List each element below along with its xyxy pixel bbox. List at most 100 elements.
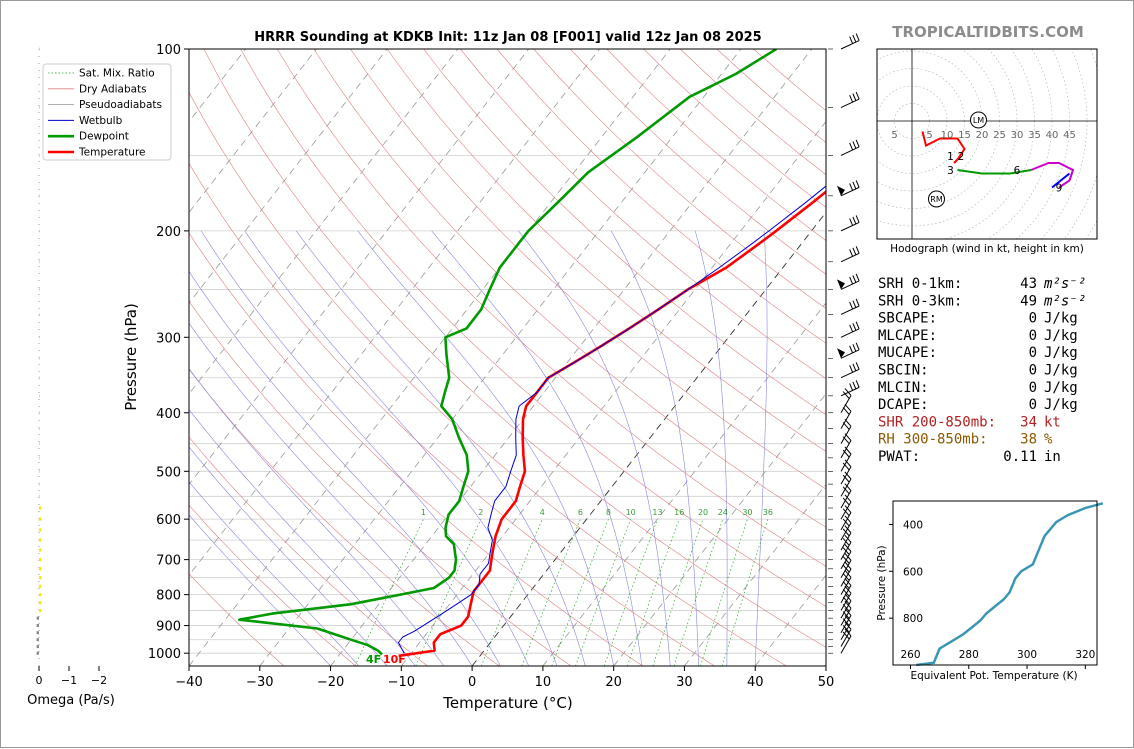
mixing-ratio-label: 8 [606, 508, 611, 517]
barb-feather [853, 94, 856, 101]
x-tick-label: 20 [605, 675, 622, 690]
wind-barb [828, 622, 851, 646]
legend-label: Pseudoadiabats [79, 99, 162, 111]
barb-feather [850, 346, 853, 353]
hodograph-ring-label: 10 [941, 130, 954, 141]
barb-staff [841, 306, 859, 314]
wind-barb [828, 322, 859, 337]
index-value: 49 [1020, 293, 1037, 309]
isotherm-line [118, 49, 599, 666]
wind-barb [828, 215, 859, 230]
wind-barb [828, 495, 851, 519]
isotherm-line [189, 49, 670, 666]
y-tick-label: 1000 [148, 647, 181, 662]
index-value: 0 [1029, 363, 1037, 379]
mixing-ratio-line [416, 519, 481, 666]
barb-staff [841, 441, 851, 458]
pseudoadiabat-line [119, 310, 415, 666]
index-unit: J/kg [1044, 363, 1078, 379]
barb-staff [841, 533, 851, 550]
hodograph-ring-label: 35 [1028, 130, 1041, 141]
barb-feather [856, 92, 859, 99]
surface-dewpoint-label: 4F [366, 653, 381, 666]
barb-feather [850, 218, 853, 225]
hodograph-ring-label: 5 [926, 130, 932, 141]
index-label: RH 300-850mb: [878, 432, 988, 448]
barb-feather [853, 344, 856, 351]
y-tick-label: 500 [156, 465, 181, 480]
hodograph-ring-label: 30 [1011, 130, 1024, 141]
hodograph-rm-label: RM [930, 195, 943, 204]
barb-feather [856, 299, 859, 306]
mixing-ratio-line [522, 519, 581, 666]
wind-barb [828, 362, 859, 377]
theta-e-y-tick-label: 400 [903, 519, 923, 531]
dry-adiabat-line [131, 49, 715, 666]
theta-e-x-tick-label: 280 [959, 649, 979, 661]
theta-e-x-tick-label: 320 [1075, 649, 1095, 661]
mixing-ratio-label: 36 [763, 508, 773, 517]
x-tick-label: 40 [747, 675, 764, 690]
surface-temperature-label: 10F [383, 653, 406, 666]
index-unit: J/kg [1044, 397, 1078, 413]
index-unit: J/kg [1044, 328, 1078, 344]
mixing-ratio-line [481, 519, 542, 666]
trace-dewpoint [239, 49, 776, 655]
barb-feather [850, 302, 853, 309]
hodograph-lm-label: LM [973, 116, 984, 125]
barb-staff [841, 369, 859, 377]
pseudoadiabat-line [245, 231, 557, 666]
y-tick-label: 400 [156, 407, 181, 422]
x-tick-label: 30 [676, 675, 693, 690]
barb-staff [841, 99, 859, 107]
mixing-ratio-label: 13 [652, 508, 662, 517]
index-label: SRH 0-1km: [878, 276, 962, 292]
barb-staff [841, 426, 851, 443]
x-tick-label: −30 [246, 675, 273, 690]
barb-staff [841, 329, 859, 337]
barb-feather [853, 141, 856, 148]
index-value: 0 [1029, 311, 1037, 327]
index-unit: % [1044, 432, 1053, 448]
index-value: 0 [1029, 328, 1037, 344]
index-unit: J/kg [1044, 311, 1078, 327]
x-tick-label: 10 [535, 675, 552, 690]
theta-e-y-tick-label: 600 [903, 566, 923, 578]
legend-label: Sat. Mix. Ratio [79, 68, 155, 80]
omega-tick-label: 0 [36, 674, 43, 687]
wind-barb [828, 274, 859, 289]
y-tick-label: 200 [156, 225, 181, 240]
index-unit: m²s⁻² [1043, 276, 1086, 292]
pseudoadiabat-line [171, 244, 500, 666]
legend-label: Dewpoint [79, 131, 129, 143]
x-tick-label: −10 [388, 675, 415, 690]
index-unit: kt [1044, 414, 1061, 430]
y-tick-label: 100 [156, 43, 181, 58]
index-value: 38 [1020, 432, 1037, 448]
isotherm-line [1, 49, 33, 666]
index-value: 43 [1020, 276, 1037, 292]
index-label: DCAPE: [878, 397, 929, 413]
barb-feather [850, 277, 853, 284]
barb-feather [853, 301, 856, 308]
hodograph-height-label: 1 [947, 151, 954, 163]
x-tick-label: 0 [468, 675, 476, 690]
hodograph-ring-label: 25 [993, 130, 1006, 141]
mixing-ratio-label: 4 [540, 508, 545, 517]
x-axis-label: Temperature (°C) [442, 694, 572, 712]
legend-label: Temperature [78, 147, 146, 159]
theta-e-y-tick-label: 800 [903, 613, 923, 625]
hodograph-height-label: 2 [958, 151, 965, 163]
index-value: 0 [1029, 345, 1037, 361]
barb-feather [856, 34, 859, 41]
barb-feather [856, 180, 859, 187]
wind-barb [828, 404, 851, 428]
mixing-ratio-label: 2 [478, 508, 483, 517]
y-tick-label: 300 [156, 331, 181, 346]
index-unit: J/kg [1044, 380, 1078, 396]
omega-tick-label: −1 [61, 674, 77, 687]
